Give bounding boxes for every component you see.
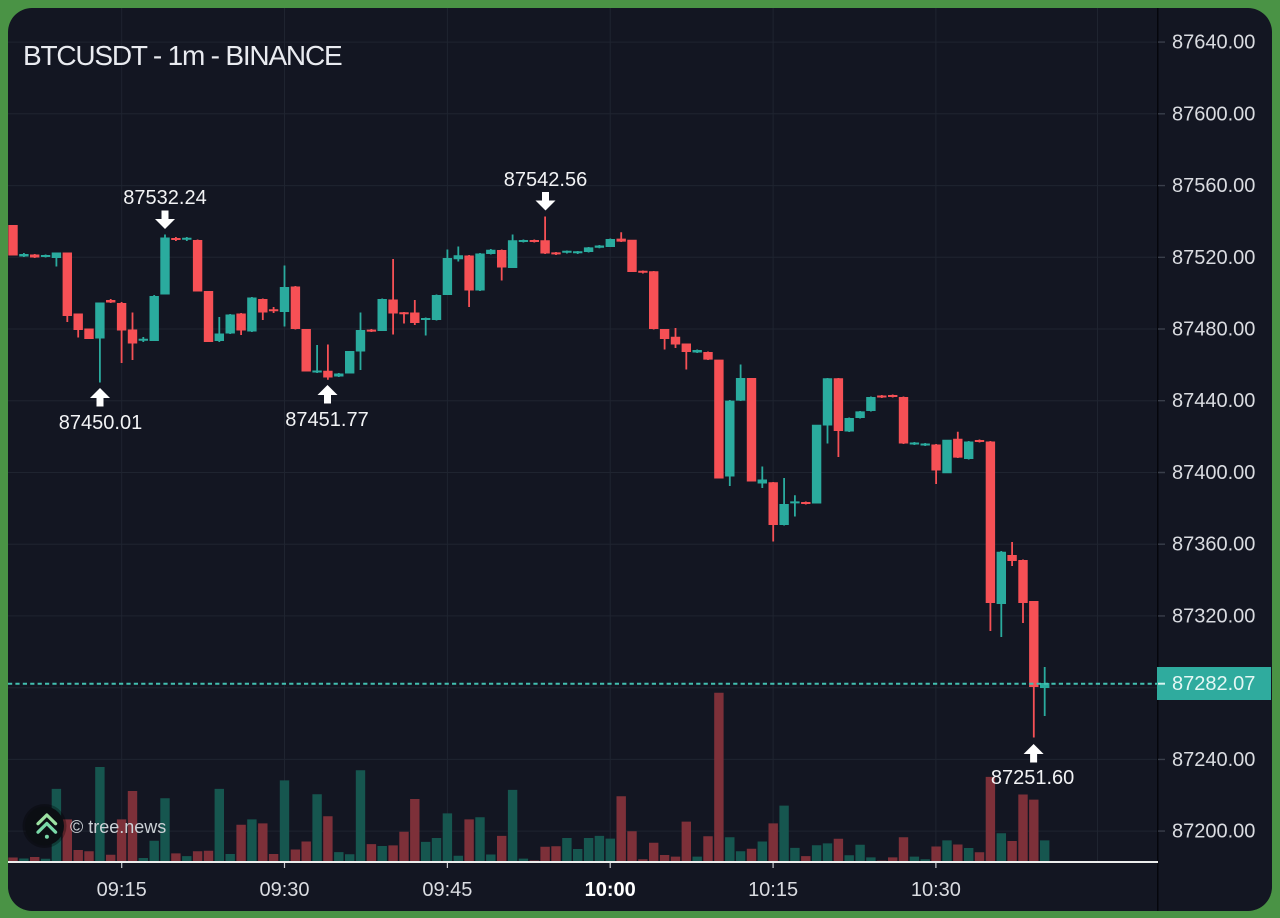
svg-text:87320.00: 87320.00	[1172, 605, 1255, 627]
svg-text:09:30: 09:30	[259, 879, 309, 901]
svg-text:87542.56: 87542.56	[504, 169, 587, 191]
svg-text:87200.00: 87200.00	[1172, 821, 1255, 843]
svg-text:09:15: 09:15	[97, 879, 147, 901]
svg-text:87440.00: 87440.00	[1172, 390, 1255, 412]
svg-text:© tree.news: © tree.news	[70, 817, 166, 837]
svg-text:87640.00: 87640.00	[1172, 32, 1255, 54]
svg-text:87251.60: 87251.60	[991, 767, 1074, 789]
svg-text:87451.77: 87451.77	[285, 409, 368, 431]
svg-text:10:15: 10:15	[748, 879, 798, 901]
svg-text:87480.00: 87480.00	[1172, 319, 1255, 341]
svg-text:87600.00: 87600.00	[1172, 103, 1255, 125]
svg-text:87520.00: 87520.00	[1172, 247, 1255, 269]
svg-text:10:00: 10:00	[585, 879, 636, 901]
svg-text:09:45: 09:45	[422, 879, 472, 901]
svg-text:87282.07: 87282.07	[1172, 673, 1255, 695]
svg-text:87240.00: 87240.00	[1172, 749, 1255, 771]
svg-text:10:30: 10:30	[911, 879, 961, 901]
svg-text:BTCUSDT - 1m - BINANCE: BTCUSDT - 1m - BINANCE	[23, 40, 342, 71]
svg-text:87450.01: 87450.01	[59, 412, 142, 434]
svg-text:87532.24: 87532.24	[123, 187, 206, 209]
svg-text:87560.00: 87560.00	[1172, 175, 1255, 197]
svg-text:87400.00: 87400.00	[1172, 462, 1255, 484]
svg-text:87360.00: 87360.00	[1172, 534, 1255, 556]
